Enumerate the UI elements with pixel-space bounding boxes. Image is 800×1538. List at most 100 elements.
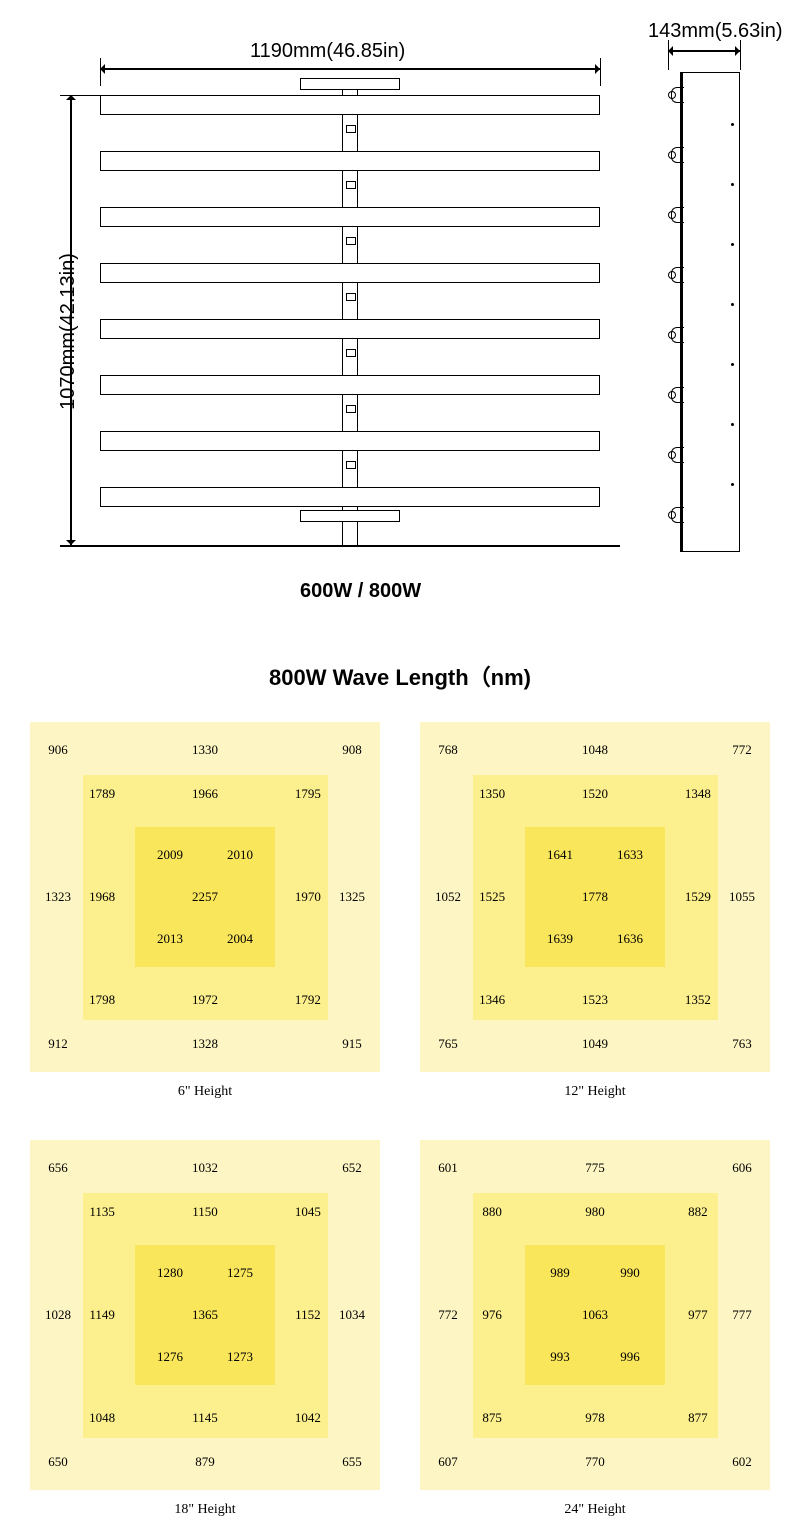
heatmap-value: 1276 — [157, 1349, 183, 1365]
heatmap-value: 772 — [732, 742, 752, 758]
depth-dimension-line — [668, 50, 740, 52]
heatmap-value: 777 — [732, 1307, 752, 1323]
mount-bracket — [671, 323, 683, 345]
heatmap-value: 1966 — [192, 786, 218, 802]
heatmap-value: 1045 — [295, 1204, 321, 1220]
led-bar — [100, 487, 600, 507]
heatmap-value: 1529 — [685, 889, 711, 905]
mount-bracket — [671, 443, 683, 465]
heatmap-caption: 6" Height — [30, 1084, 380, 1100]
heatmap-value: 652 — [342, 1160, 362, 1176]
heatmap-value: 1525 — [479, 889, 505, 905]
mount-bracket — [671, 143, 683, 165]
heatmap-value: 2257 — [192, 889, 218, 905]
heatmap-value: 879 — [195, 1454, 215, 1470]
heatmap-panel: 6017756067727776077706028809808829769778… — [420, 1140, 770, 1518]
heatmap-value: 1028 — [45, 1307, 71, 1323]
heatmap-value: 978 — [585, 1410, 605, 1426]
heatmap-value: 990 — [620, 1265, 640, 1281]
mount-bracket — [671, 263, 683, 285]
heatmap-value: 763 — [732, 1036, 752, 1052]
heatmap-caption: 24" Height — [420, 1502, 770, 1518]
heatmap-value: 1055 — [729, 889, 755, 905]
heatmap-value: 1798 — [89, 992, 115, 1008]
mount-bracket — [671, 383, 683, 405]
heatmap-value: 1145 — [192, 1410, 218, 1426]
heatmap-value: 1150 — [192, 1204, 218, 1220]
height-dimension-label: 1070mm(42.13in) — [57, 253, 80, 410]
heatmap-value: 2013 — [157, 931, 183, 947]
heatmap-value: 996 — [620, 1349, 640, 1365]
heatmap-value: 1636 — [617, 931, 643, 947]
heatmap-value: 775 — [585, 1160, 605, 1176]
heatmap-value: 1968 — [89, 889, 115, 905]
heatmap-value: 980 — [585, 1204, 605, 1220]
heatmap-value: 880 — [482, 1204, 502, 1220]
heatmap-value: 882 — [688, 1204, 708, 1220]
heatmap-value: 1639 — [547, 931, 573, 947]
heatmap-value: 650 — [48, 1454, 68, 1470]
heatmap-value: 875 — [482, 1410, 502, 1426]
heatmap-value: 1135 — [89, 1204, 115, 1220]
led-bar — [100, 375, 600, 395]
heatmap-value: 2009 — [157, 847, 183, 863]
dimension-diagram: 1190mm(46.85in) 143mm(5.63in) 1070mm(42.… — [20, 20, 780, 600]
driver-box-top — [300, 78, 400, 90]
baseline — [60, 545, 620, 547]
heatmap-value: 1795 — [295, 786, 321, 802]
heatmap-value: 1048 — [89, 1410, 115, 1426]
heatmap-value: 877 — [688, 1410, 708, 1426]
heatmap-panel: 9061330908132313259121328915178919661795… — [30, 722, 380, 1100]
led-bar — [100, 431, 600, 451]
mount-bracket — [671, 503, 683, 525]
heatmap-caption: 18" Height — [30, 1502, 380, 1518]
heatmap-value: 1032 — [192, 1160, 218, 1176]
heatmap-value: 772 — [438, 1307, 458, 1323]
heatmap-value: 607 — [438, 1454, 458, 1470]
heatmap-value: 1972 — [192, 992, 218, 1008]
heatmap-value: 1970 — [295, 889, 321, 905]
heatmap-value: 1348 — [685, 786, 711, 802]
driver-box-bottom — [300, 510, 400, 522]
heatmap: 9061330908132313259121328915178919661795… — [30, 722, 380, 1072]
heatmap-value: 1789 — [89, 786, 115, 802]
heatmap-value: 1520 — [582, 786, 608, 802]
heatmap-value: 765 — [438, 1036, 458, 1052]
heatmap-value: 1350 — [479, 786, 505, 802]
heatmap-value: 2010 — [227, 847, 253, 863]
led-bar — [100, 319, 600, 339]
heatmap-value: 915 — [342, 1036, 362, 1052]
heatmap-value: 606 — [732, 1160, 752, 1176]
heatmap-value: 601 — [438, 1160, 458, 1176]
heatmap-value: 1792 — [295, 992, 321, 1008]
heatmap-value: 977 — [688, 1307, 708, 1323]
led-bar — [100, 263, 600, 283]
heatmap: 6017756067727776077706028809808829769778… — [420, 1140, 770, 1490]
heatmap-value: 656 — [48, 1160, 68, 1176]
heatmap-value: 768 — [438, 742, 458, 758]
heatmap: 6561032652102810346508796551135115010451… — [30, 1140, 380, 1490]
width-dimension-line — [100, 68, 600, 70]
heatmap-value: 655 — [342, 1454, 362, 1470]
heatmap-panel: 6561032652102810346508796551135115010451… — [30, 1140, 380, 1518]
heatmap-value: 1149 — [89, 1307, 115, 1323]
heatmap-value: 1330 — [192, 742, 218, 758]
width-dimension-label: 1190mm(46.85in) — [250, 40, 405, 63]
led-bar — [100, 207, 600, 227]
heatmap-value: 1346 — [479, 992, 505, 1008]
heatmap-value: 1273 — [227, 1349, 253, 1365]
model-label: 600W / 800W — [300, 580, 421, 603]
heatmap-value: 1042 — [295, 1410, 321, 1426]
heatmap-value: 1280 — [157, 1265, 183, 1281]
fixture-side-view — [680, 72, 740, 552]
heatmap-value: 1152 — [295, 1307, 321, 1323]
heatmap-value: 1365 — [192, 1307, 218, 1323]
heatmap-value: 993 — [550, 1349, 570, 1365]
wavelength-section-title: 800W Wave Length（nm) — [20, 660, 780, 692]
heatmap-value: 1323 — [45, 889, 71, 905]
heatmap-value: 1048 — [582, 742, 608, 758]
heatmap: 7681048772105210557651049763135015201348… — [420, 722, 770, 1072]
heatmap-panel: 7681048772105210557651049763135015201348… — [420, 722, 770, 1100]
mount-bracket — [671, 203, 683, 225]
heatmap-value: 1778 — [582, 889, 608, 905]
